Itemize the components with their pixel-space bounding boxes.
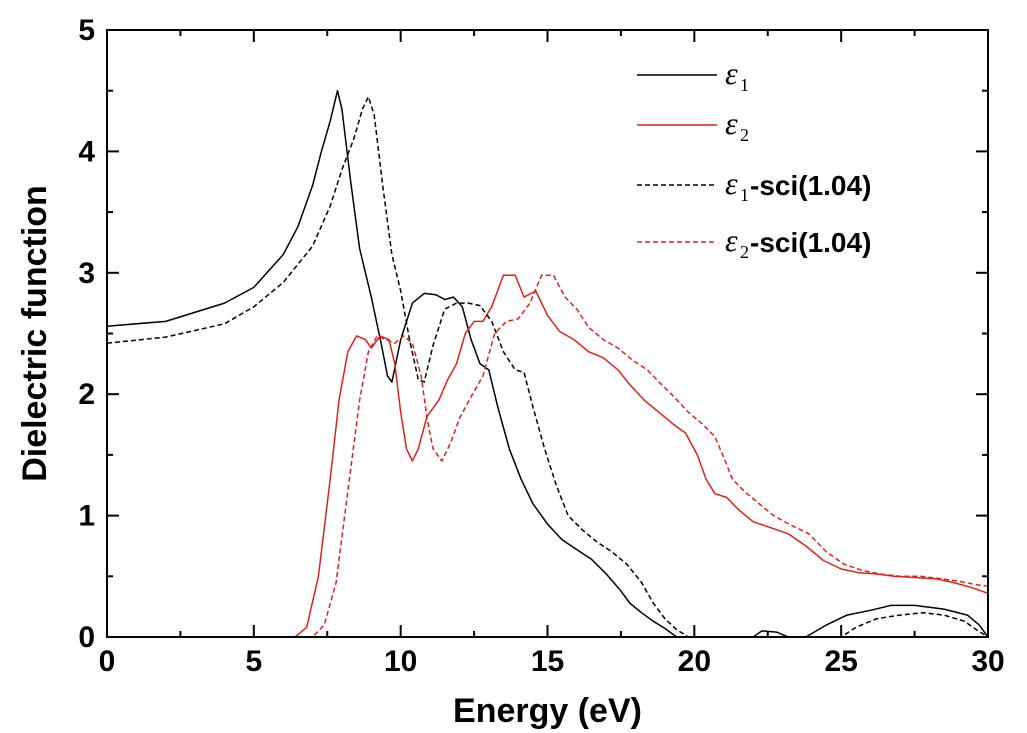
axis-tick-labels: 0 5 10 15 20 25 30 0 1 2 3 4 5 <box>78 14 1004 678</box>
legend-symbol: ε <box>725 222 738 258</box>
y-tick-label: 1 <box>78 500 95 533</box>
legend-subscript: 1 <box>740 185 749 205</box>
y-tick-label: 0 <box>78 621 95 654</box>
legend: ε 1ε 2ε 1 -sci(1.04)ε 2 -sci(1.04) <box>637 55 871 262</box>
series-line-2 <box>107 274 989 638</box>
x-tick-label: 20 <box>678 645 711 678</box>
legend-suffix: -sci(1.04) <box>750 170 871 201</box>
x-tick-label: 30 <box>971 645 1004 678</box>
legend-subscript: 2 <box>740 242 749 262</box>
x-tick-label: 25 <box>824 645 857 678</box>
y-tick-label: 2 <box>78 378 95 411</box>
y-tick-label: 4 <box>78 135 95 168</box>
legend-symbol: ε <box>725 165 738 201</box>
axis-ticks <box>106 29 989 638</box>
y-tick-label: 5 <box>78 14 95 47</box>
legend-suffix: -sci(1.04) <box>750 227 871 258</box>
legend-symbol: ε <box>725 55 738 91</box>
x-tick-label: 0 <box>99 645 116 678</box>
plot-frame <box>106 29 989 638</box>
x-tick-label: 5 <box>245 645 262 678</box>
legend-subscript: 2 <box>740 125 749 145</box>
y-tick-label: 3 <box>78 257 95 290</box>
legend-symbol: ε <box>725 105 738 141</box>
y-axis-title: Dielectric function <box>16 185 54 482</box>
legend-subscript: 1 <box>740 75 749 95</box>
x-tick-label: 15 <box>531 645 564 678</box>
x-axis-title: Energy (eV) <box>453 692 642 730</box>
series-line-4 <box>107 274 989 638</box>
x-tick-label: 10 <box>384 645 417 678</box>
